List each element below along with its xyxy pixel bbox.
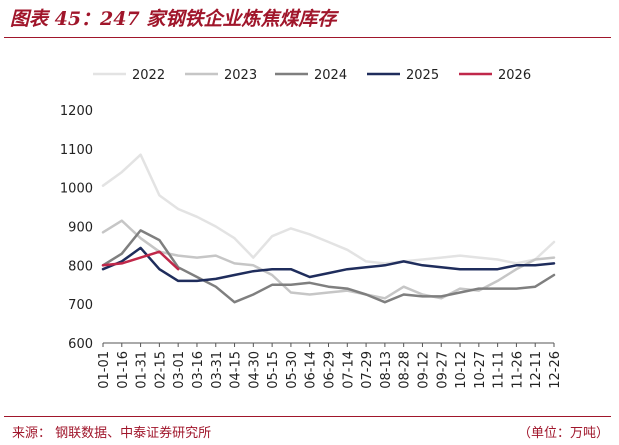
y-tick-label: 1100: [60, 143, 93, 158]
x-tick-label: 10-12: [454, 351, 469, 389]
y-tick-label: 800: [68, 259, 93, 274]
y-tick-label: 600: [68, 337, 93, 352]
line-chart: 2022 2023 2024 2025 2026 600 700 800 900 1000 110…: [60, 68, 563, 389]
series-line-2024: [101, 229, 556, 304]
x-tick-label: 11-11: [492, 351, 507, 389]
x-tick-label: 05-15: [266, 351, 281, 389]
x-tick-label: 09-27: [435, 351, 450, 389]
legend-label-2024: 2024: [314, 68, 347, 83]
chart-series: [101, 153, 556, 304]
x-tick-label: 04-30: [247, 351, 262, 389]
legend-label-2022: 2022: [132, 68, 165, 83]
x-tick-label: 01-16: [116, 351, 131, 389]
x-tick-label: 09-12: [416, 351, 431, 389]
series-line-2025: [101, 246, 556, 283]
source-note: 来源： 钢联数据、中泰证券研究所: [12, 426, 212, 441]
x-tick-label: 10-27: [473, 351, 488, 389]
x-tick-label: 07-29: [360, 351, 375, 389]
legend-label-2025: 2025: [406, 68, 439, 83]
x-tick-label: 06-29: [323, 351, 338, 389]
x-tick-label: 03-01: [172, 351, 187, 389]
x-tick-label: 04-15: [229, 351, 244, 389]
figure-title: 图表 45：247 家钢铁企业炼焦煤库存: [10, 8, 337, 30]
x-tick-label: 12-26: [548, 351, 563, 389]
x-tick-label: 06-14: [304, 351, 319, 389]
x-tick-label: 02-15: [153, 351, 168, 389]
y-tick-label: 1000: [60, 182, 93, 197]
y-tick-label: 900: [68, 221, 93, 236]
legend-label-2026: 2026: [498, 68, 531, 83]
x-tick-label: 11-26: [510, 351, 525, 389]
title-divider: [4, 37, 611, 38]
x-tick-label: 01-01: [97, 351, 112, 389]
x-tick-label: 03-16: [191, 351, 206, 389]
series-line-2023: [101, 219, 556, 300]
series-line-2022: [101, 153, 556, 265]
x-tick-label: 08-28: [398, 351, 413, 389]
unit-note: （单位：万吨）: [517, 426, 609, 441]
x-tick-label: 03-31: [210, 351, 225, 389]
footer-divider: [4, 416, 611, 417]
y-tick-label: 1200: [60, 104, 93, 119]
y-tick-label: 700: [68, 298, 93, 313]
x-tick-label: 01-31: [135, 351, 150, 389]
x-tick-label: 07-14: [341, 351, 356, 389]
legend-label-2023: 2023: [224, 68, 257, 83]
series-line-2026: [101, 250, 180, 271]
chart-legend: 2022 2023 2024 2025 2026: [93, 68, 531, 83]
x-tick-label: 12-11: [529, 351, 544, 389]
x-tick-label: 05-30: [285, 351, 300, 389]
x-tick-label: 08-13: [379, 351, 394, 389]
